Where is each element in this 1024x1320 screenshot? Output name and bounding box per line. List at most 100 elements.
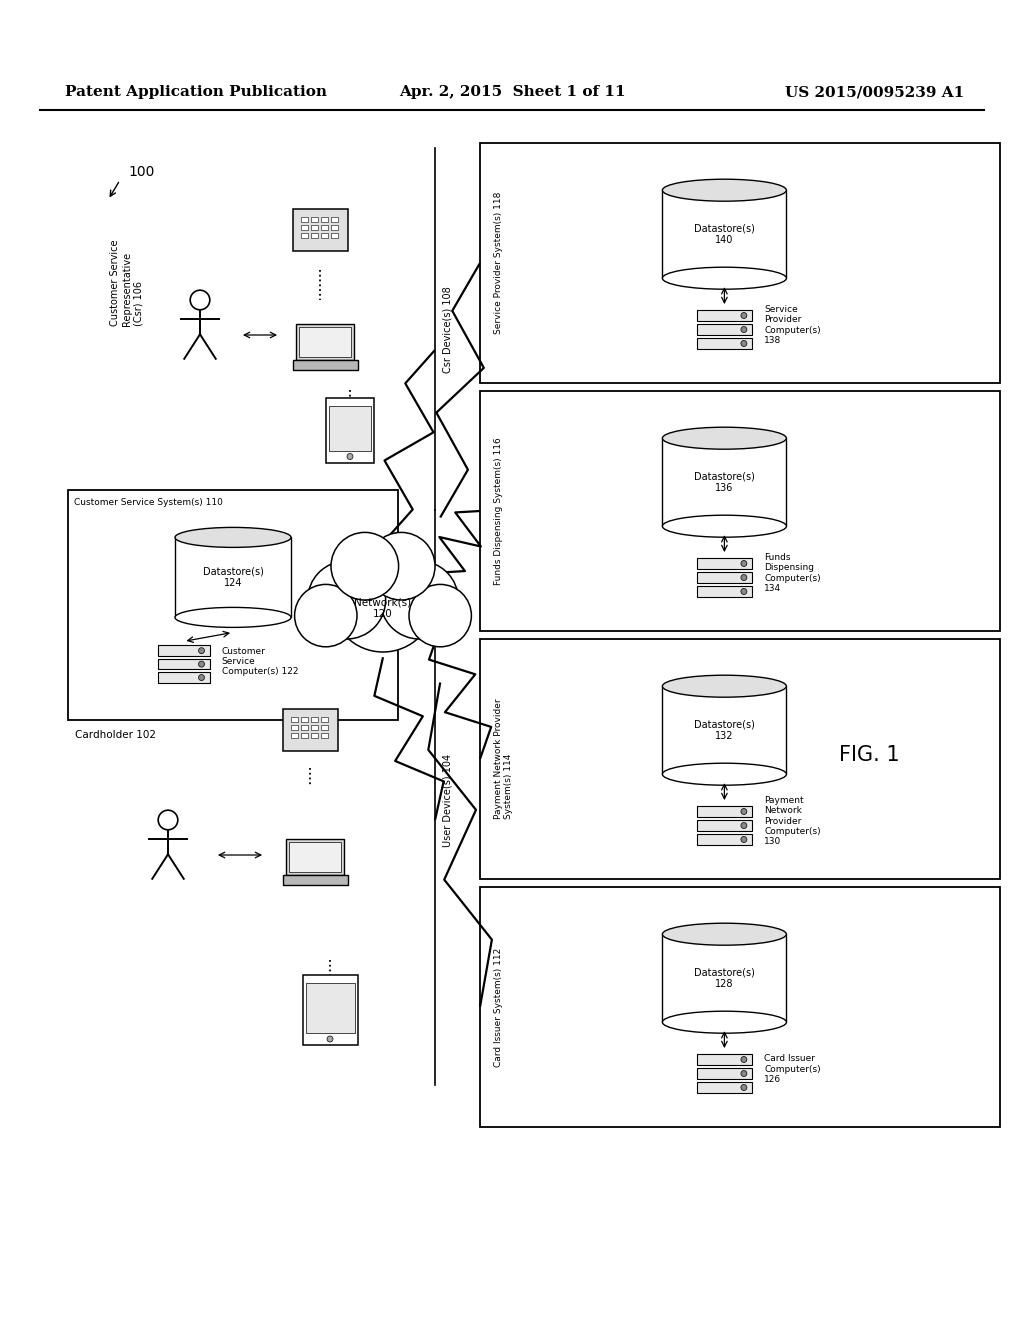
Text: Network(s)
120: Network(s) 120 (354, 597, 412, 619)
Bar (697, 1053, 752, 1065)
Text: Customer Service System(s) 110: Customer Service System(s) 110 (74, 498, 223, 507)
Circle shape (199, 661, 205, 667)
Circle shape (295, 585, 357, 647)
Bar (697, 834, 752, 845)
Bar (663, 438, 786, 527)
Bar (663, 190, 786, 279)
Bar (697, 323, 752, 335)
Ellipse shape (663, 515, 786, 537)
Bar (300, 717, 307, 722)
Text: Funds
Dispensing
Computer(s)
134: Funds Dispensing Computer(s) 134 (764, 553, 821, 593)
Bar (331, 234, 338, 238)
Text: Payment Network Provider
System(s) 114: Payment Network Provider System(s) 114 (494, 698, 513, 820)
Bar (286, 840, 344, 875)
Circle shape (741, 313, 746, 318)
Bar (158, 672, 210, 682)
Bar (321, 216, 328, 222)
Circle shape (158, 810, 178, 830)
Bar (697, 1068, 752, 1078)
Bar (302, 975, 357, 1045)
Text: Apr. 2, 2015  Sheet 1 of 11: Apr. 2, 2015 Sheet 1 of 11 (398, 84, 626, 99)
Bar (283, 875, 347, 884)
Bar (321, 725, 328, 730)
Bar (331, 224, 338, 230)
Bar (697, 807, 752, 817)
Bar (480, 143, 1000, 383)
Bar (663, 935, 786, 1022)
Bar (283, 709, 338, 751)
Bar (326, 397, 374, 462)
Circle shape (741, 837, 746, 842)
Circle shape (331, 532, 398, 601)
Ellipse shape (663, 763, 786, 785)
Circle shape (409, 585, 471, 647)
Bar (480, 639, 1000, 879)
Bar (175, 537, 291, 618)
Bar (310, 725, 317, 730)
Circle shape (741, 574, 746, 581)
Circle shape (741, 822, 746, 829)
Bar (310, 224, 317, 230)
Bar (697, 310, 752, 321)
Bar (697, 338, 752, 348)
Bar (305, 983, 354, 1034)
Text: Payment
Network
Provider
Computer(s)
130: Payment Network Provider Computer(s) 130 (764, 796, 821, 846)
Bar (300, 234, 307, 238)
Circle shape (741, 1071, 746, 1077)
Circle shape (380, 561, 459, 639)
Bar (663, 686, 786, 775)
Bar (321, 733, 328, 738)
Text: Card Issuer
Computer(s)
126: Card Issuer Computer(s) 126 (764, 1055, 821, 1084)
Bar (310, 216, 317, 222)
Text: Customer
Service
Computer(s) 122: Customer Service Computer(s) 122 (221, 647, 298, 676)
Bar (300, 725, 307, 730)
Circle shape (741, 561, 746, 566)
Circle shape (741, 589, 746, 594)
Bar (291, 725, 298, 730)
Bar (697, 1082, 752, 1093)
Bar (158, 659, 210, 669)
Ellipse shape (175, 528, 291, 548)
Bar (289, 842, 341, 873)
Circle shape (199, 648, 205, 653)
Bar (310, 717, 317, 722)
Text: Datastore(s)
124: Datastore(s) 124 (203, 566, 263, 589)
Bar (299, 327, 351, 356)
Ellipse shape (663, 923, 786, 945)
Text: Funds Dispensing System(s) 116: Funds Dispensing System(s) 116 (494, 437, 503, 585)
Ellipse shape (663, 1011, 786, 1034)
Bar (697, 586, 752, 597)
Bar (697, 558, 752, 569)
Bar (480, 887, 1000, 1127)
Circle shape (741, 341, 746, 346)
Bar (300, 224, 307, 230)
Bar (480, 391, 1000, 631)
Text: Csr Device(s) 108: Csr Device(s) 108 (443, 286, 453, 374)
Ellipse shape (663, 428, 786, 449)
Text: Service Provider System(s) 118: Service Provider System(s) 118 (494, 191, 503, 334)
Bar (291, 733, 298, 738)
Text: Cardholder 102: Cardholder 102 (75, 730, 156, 741)
Bar (321, 234, 328, 238)
Circle shape (331, 548, 435, 652)
Bar (300, 216, 307, 222)
Circle shape (741, 326, 746, 333)
Text: Datastore(s)
140: Datastore(s) 140 (694, 223, 755, 246)
Bar (310, 234, 317, 238)
Circle shape (347, 454, 353, 459)
Bar (331, 216, 338, 222)
Bar (321, 224, 328, 230)
Ellipse shape (663, 180, 786, 201)
Bar (300, 733, 307, 738)
Text: FIG. 1: FIG. 1 (839, 744, 899, 766)
Bar (293, 360, 357, 370)
Text: Patent Application Publication: Patent Application Publication (65, 84, 327, 99)
Text: Service
Provider
Computer(s)
138: Service Provider Computer(s) 138 (764, 305, 821, 345)
Bar (296, 323, 354, 360)
Circle shape (741, 1085, 746, 1090)
Bar (68, 490, 398, 719)
Circle shape (199, 675, 205, 681)
Text: 100: 100 (128, 165, 155, 180)
Circle shape (307, 561, 386, 639)
Circle shape (327, 1036, 333, 1041)
